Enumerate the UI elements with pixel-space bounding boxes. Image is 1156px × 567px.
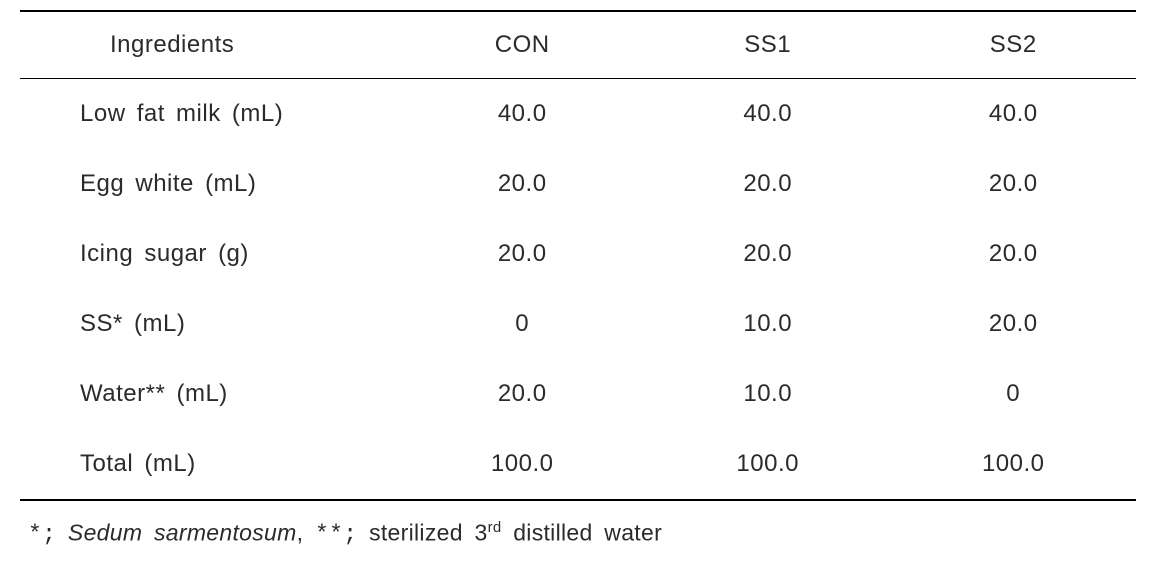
footnote-star-2: ** (315, 522, 343, 548)
cell-value: 20.0 (399, 359, 645, 429)
col-header-con: CON (399, 11, 645, 79)
footnote-sep-1: ; (42, 522, 56, 548)
cell-value: 20.0 (890, 219, 1136, 289)
col-header-ingredients: Ingredients (20, 11, 399, 79)
cell-value: 100.0 (399, 429, 645, 500)
page-root: Ingredients CON SS1 SS2 Low fat milk (mL… (0, 0, 1156, 567)
cell-ingredient: SS* (mL) (20, 289, 399, 359)
footnote-comma: , (297, 520, 304, 546)
table-row: Icing sugar (g) 20.0 20.0 20.0 (20, 219, 1136, 289)
cell-value: 20.0 (890, 149, 1136, 219)
cell-value: 10.0 (645, 289, 891, 359)
table-row: Egg white (mL) 20.0 20.0 20.0 (20, 149, 1136, 219)
cell-value: 20.0 (890, 289, 1136, 359)
cell-value: 20.0 (645, 219, 891, 289)
col-header-ss2: SS2 (890, 11, 1136, 79)
cell-ingredient: Icing sugar (g) (20, 219, 399, 289)
cell-value: 100.0 (890, 429, 1136, 500)
table-row: Low fat milk (mL) 40.0 40.0 40.0 (20, 79, 1136, 150)
footnote-species: Sedum sarmentosum (68, 520, 297, 546)
cell-ingredient: Water** (mL) (20, 359, 399, 429)
cell-value: 40.0 (890, 79, 1136, 150)
cell-ingredient: Egg white (mL) (20, 149, 399, 219)
cell-value: 20.0 (399, 219, 645, 289)
table-footnote: *; Sedum sarmentosum, **; sterilized 3rd… (20, 519, 1136, 548)
cell-value: 100.0 (645, 429, 891, 500)
cell-value: 10.0 (645, 359, 891, 429)
ingredients-table: Ingredients CON SS1 SS2 Low fat milk (mL… (20, 10, 1136, 501)
footnote-sep-2: ; (343, 522, 357, 548)
col-header-ss1: SS1 (645, 11, 891, 79)
cell-ingredient: Total (mL) (20, 429, 399, 500)
cell-value: 40.0 (399, 79, 645, 150)
cell-value: 0 (890, 359, 1136, 429)
table-row: Water** (mL) 20.0 10.0 0 (20, 359, 1136, 429)
footnote-tail-pre: sterilized 3 (369, 520, 488, 546)
footnote-tail-sup: rd (488, 519, 502, 536)
table-row: Total (mL) 100.0 100.0 100.0 (20, 429, 1136, 500)
cell-value: 40.0 (645, 79, 891, 150)
cell-value: 20.0 (399, 149, 645, 219)
footnote-tail-post: distilled water (502, 520, 663, 546)
table-header-row: Ingredients CON SS1 SS2 (20, 11, 1136, 79)
cell-value: 0 (399, 289, 645, 359)
cell-value: 20.0 (645, 149, 891, 219)
table-row: SS* (mL) 0 10.0 20.0 (20, 289, 1136, 359)
footnote-star-1: * (28, 522, 42, 548)
cell-ingredient: Low fat milk (mL) (20, 79, 399, 150)
